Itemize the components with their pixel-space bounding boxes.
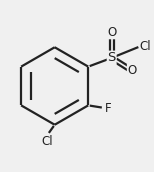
Text: S: S (107, 51, 116, 64)
Text: Cl: Cl (140, 40, 151, 53)
Text: Cl: Cl (41, 135, 53, 148)
Text: F: F (105, 101, 111, 115)
Text: O: O (107, 26, 116, 39)
Text: O: O (128, 64, 137, 77)
